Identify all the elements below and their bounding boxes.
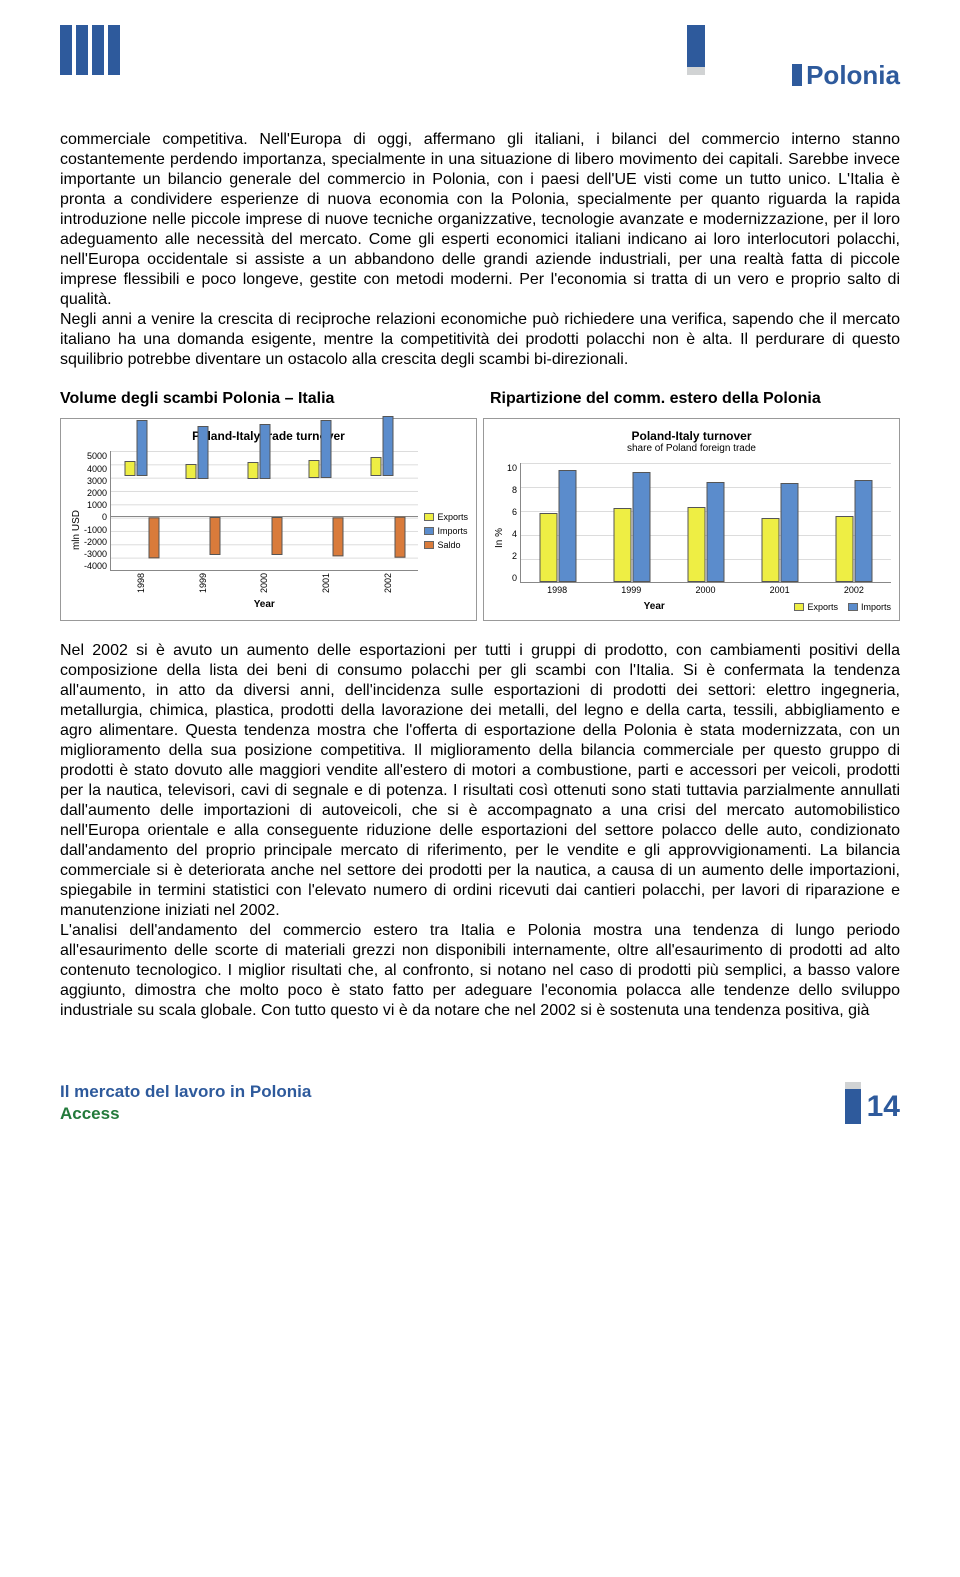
chart-turnover: Poland-Italy trade turnover mln USD 5000… <box>60 418 477 621</box>
country-label: Polonia <box>792 60 900 91</box>
chart-share: Poland-Italy turnover share of Poland fo… <box>483 418 900 621</box>
chart1-plot <box>110 451 418 571</box>
chart1-y-ticks: 500040003000200010000-1000-2000-3000-400… <box>84 451 110 571</box>
page-number: 14 <box>867 1090 900 1124</box>
footer-title: Il mercato del lavoro in Polonia Access <box>60 1081 311 1124</box>
paragraph-2: Nel 2002 si è avuto un aumento delle esp… <box>60 641 900 1021</box>
chart1-x-label: Year <box>110 599 418 610</box>
chart2-title-text: Poland-Italy turnover <box>631 429 751 443</box>
header-marker <box>687 25 705 75</box>
chart1-section-title: Volume degli scambi Polonia – Italia <box>60 390 480 408</box>
page-footer: Il mercato del lavoro in Polonia Access … <box>60 1081 900 1124</box>
footer-marker <box>845 1082 861 1124</box>
chart2-x-categories: 19981999200020012002 <box>520 585 891 595</box>
chart2-section-title: Ripartizione del comm. estero della Polo… <box>480 390 900 408</box>
chart1-x-categories: 19981999200020012002 <box>110 573 418 593</box>
paragraph-1: commerciale competitiva. Nell'Europa di … <box>60 130 900 370</box>
chart2-title: Poland-Italy turnover share of Poland fo… <box>492 429 891 455</box>
footer-line2: Access <box>60 1104 120 1123</box>
chart2-plot <box>520 463 891 583</box>
header-logo-bars <box>60 25 120 75</box>
footer-line1: Il mercato del lavoro in Polonia <box>60 1082 311 1101</box>
chart1-y-label: mln USD <box>69 451 84 610</box>
chart2-y-label: In % <box>492 463 507 612</box>
chart2-legend: ExportsImports <box>788 602 891 612</box>
chart2-y-ticks: 1086420 <box>507 463 520 583</box>
chart2-x-label: Year <box>520 601 788 612</box>
chart-section-titles: Volume degli scambi Polonia – Italia Rip… <box>60 390 900 408</box>
chart2-subtitle: share of Poland foreign trade <box>492 443 891 455</box>
chart1-legend: ExportsImportsSaldo <box>418 451 468 610</box>
